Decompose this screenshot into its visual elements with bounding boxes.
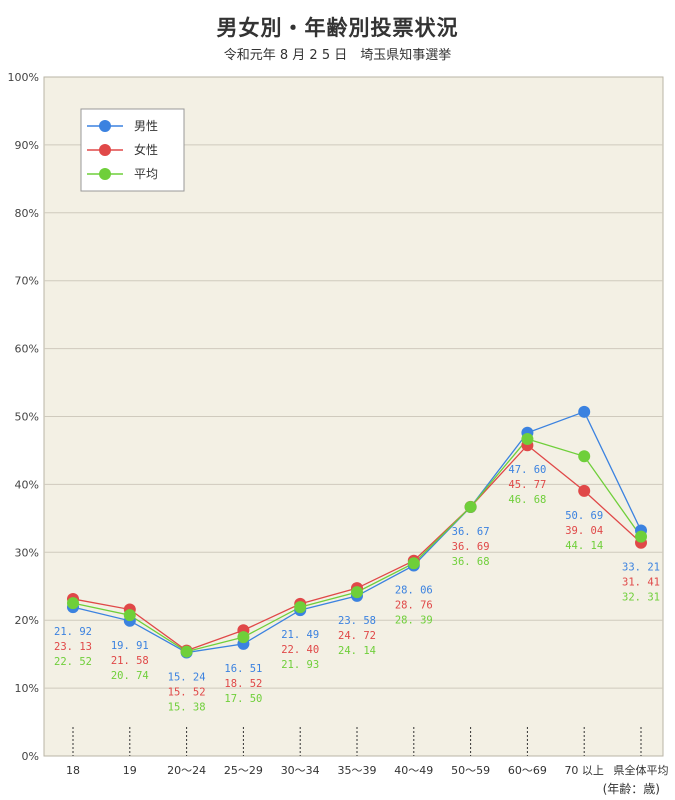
data-label-s1: 18. 52 <box>224 678 262 690</box>
data-point-s2 <box>578 450 591 463</box>
chart-title: 男女別・年齢別投票状況 <box>216 16 459 40</box>
data-label-s0: 19. 91 <box>111 640 149 652</box>
data-label-s0: 23. 58 <box>338 615 376 627</box>
data-label-s2: 21. 93 <box>281 659 319 671</box>
y-tick-label: 20% <box>15 614 39 627</box>
data-label-s0: 33. 21 <box>622 562 660 574</box>
x-tick-label: 18 <box>66 764 80 777</box>
data-point-s2 <box>407 557 420 570</box>
chart-subtitle: 令和元年 8 月 2 5 日 埼玉県知事選挙 <box>223 48 452 63</box>
data-point-s2 <box>351 586 363 599</box>
x-tick-label: 県全体平均 <box>614 763 669 777</box>
y-tick-label: 40% <box>15 478 39 491</box>
data-label-s1: 22. 40 <box>281 644 319 656</box>
x-tick-label: 40～49 <box>394 764 433 777</box>
data-label-s0: 16. 51 <box>224 663 262 675</box>
data-label-s2: 22. 52 <box>54 656 92 668</box>
data-label-s2: 32. 31 <box>622 592 660 604</box>
x-tick-label: 20～24 <box>167 764 206 777</box>
x-tick-label: 50～59 <box>451 764 490 777</box>
data-label-s0: 28. 06 <box>395 584 433 596</box>
y-tick-label: 50% <box>15 411 39 424</box>
data-label-s1: 28. 76 <box>395 599 433 611</box>
data-label-s2: 17. 50 <box>224 693 262 705</box>
data-label-s2: 46. 68 <box>508 494 546 506</box>
x-tick-label: 70 以上 <box>564 764 604 777</box>
data-label-s1: 45. 77 <box>508 479 546 491</box>
y-tick-label: 30% <box>15 546 39 559</box>
data-label-s1: 39. 04 <box>565 525 603 537</box>
y-tick-label: 10% <box>15 682 39 695</box>
legend-label: 男性 <box>134 119 158 133</box>
data-label-s0: 21. 92 <box>54 626 92 638</box>
data-label-s2: 20. 74 <box>111 670 149 682</box>
data-label-s1: 21. 58 <box>111 655 149 667</box>
data-point-s1 <box>578 484 591 497</box>
x-tick-label: 30～34 <box>281 764 320 777</box>
y-tick-label: 0% <box>22 750 39 763</box>
data-point-s2 <box>67 597 79 610</box>
data-label-s0: 21. 49 <box>281 629 319 641</box>
y-tick-label: 70% <box>15 275 39 288</box>
y-tick-label: 80% <box>15 207 39 220</box>
data-label-s1: 23. 13 <box>54 641 92 653</box>
legend-marker <box>99 120 111 132</box>
data-point-s2 <box>294 601 307 614</box>
data-point-s2 <box>123 609 136 622</box>
legend-marker <box>99 168 111 180</box>
data-label-s0: 36. 67 <box>452 526 490 538</box>
data-label-s0: 47. 60 <box>508 464 546 476</box>
y-tick-label: 90% <box>15 139 39 152</box>
x-unit-label: (年齢：歳) <box>603 781 660 796</box>
data-label-s1: 15. 52 <box>168 687 206 699</box>
data-point-s2 <box>464 500 477 513</box>
data-point-s2 <box>180 645 193 658</box>
x-tick-label: 35～39 <box>338 764 377 777</box>
data-point-s2 <box>521 433 534 446</box>
y-tick-label: 100% <box>8 71 39 84</box>
data-label-s1: 36. 69 <box>452 541 490 553</box>
legend-label: 女性 <box>134 142 158 157</box>
data-label-s0: 50. 69 <box>565 510 603 522</box>
data-label-s0: 15. 24 <box>168 672 206 684</box>
data-label-s1: 24. 72 <box>338 630 376 642</box>
data-label-s2: 24. 14 <box>338 645 376 657</box>
data-label-s2: 15. 38 <box>168 702 206 714</box>
y-tick-label: 60% <box>15 343 39 356</box>
legend-marker <box>99 144 111 156</box>
data-label-s2: 36. 68 <box>452 556 490 568</box>
x-tick-label: 19 <box>123 764 137 777</box>
x-tick-label: 25～29 <box>224 764 263 777</box>
legend-label: 平均 <box>134 167 158 181</box>
data-point-s0 <box>578 405 591 418</box>
data-label-s1: 31. 41 <box>622 577 660 589</box>
data-label-s2: 28. 39 <box>395 614 433 626</box>
x-tick-label: 60～69 <box>508 764 547 777</box>
data-point-s2 <box>635 530 647 543</box>
data-point-s2 <box>237 631 250 644</box>
data-label-s2: 44. 14 <box>565 540 603 552</box>
